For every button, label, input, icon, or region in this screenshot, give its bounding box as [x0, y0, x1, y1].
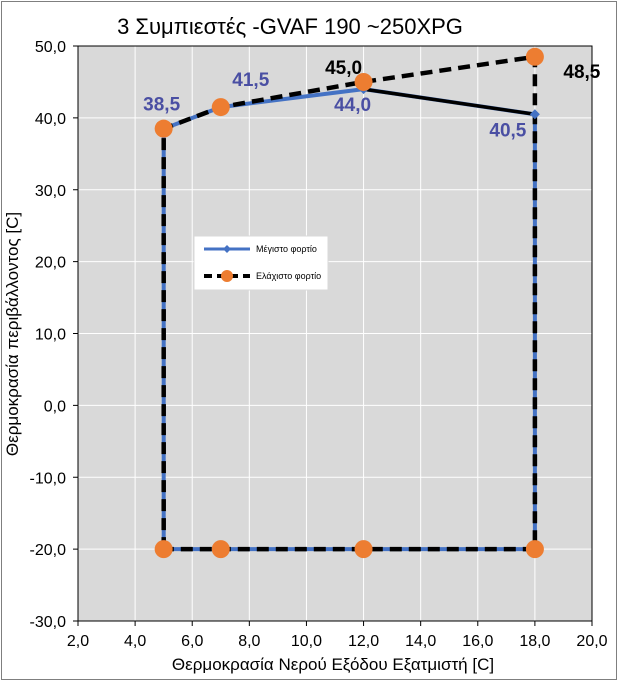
y-tick-label: 50,0 — [35, 39, 66, 56]
legend-label-max-load: Μέγιστο φορτίο — [256, 244, 317, 254]
legend-entry-min-load: Ελάχιστο φορτίο — [204, 270, 321, 282]
y-axis-label: Θερμοκρασία περιβάλλοντος [C] — [3, 212, 22, 456]
point-min-load — [354, 540, 373, 559]
data-label: 45,0 — [325, 58, 362, 79]
y-tick-label: -10,0 — [30, 470, 67, 487]
point-min-load — [211, 540, 230, 559]
point-min-load — [525, 540, 544, 559]
y-tick-labels: -30,0 -20,0 -10,0 0,0 10,0 20,0 30,0 40,0 50,0 — [30, 39, 67, 631]
data-label: 38,5 — [143, 95, 180, 116]
y-tick-label: 10,0 — [35, 327, 66, 344]
circle-marker-icon — [221, 270, 233, 282]
legend-label-min-load: Ελάχιστο φορτίο — [256, 271, 321, 281]
axes — [77, 45, 593, 622]
point-min-load — [154, 540, 173, 559]
point-min-load — [154, 119, 173, 138]
data-label: 41,5 — [232, 70, 269, 91]
y-tick-label: 40,0 — [35, 111, 66, 128]
data-label: 44,0 — [334, 95, 371, 116]
y-tick-label: 0,0 — [44, 398, 66, 415]
x-tick-label: 2,0 — [67, 633, 89, 650]
x-tick-label: 16,0 — [462, 633, 493, 650]
x-tick-label: 8,0 — [238, 633, 260, 650]
point-min-load — [354, 72, 373, 91]
data-label: 40,5 — [489, 120, 526, 141]
x-tick-label: 6,0 — [181, 633, 203, 650]
x-tick-label: 20,0 — [576, 633, 607, 650]
x-tick-label: 14,0 — [405, 633, 436, 650]
data-labels: 38,5 41,5 44,0 40,5 45,0 48,5 — [143, 58, 601, 141]
series-layer — [154, 47, 544, 559]
plot-border — [77, 45, 593, 622]
point-min-load — [525, 47, 544, 66]
x-tick-label: 18,0 — [519, 633, 550, 650]
x-tick-labels: 2,0 4,0 6,0 8,0 10,0 12,0 14,0 16,0 18,0 20,0 — [67, 633, 608, 650]
y-tick-label: 20,0 — [35, 255, 66, 272]
y-tick-label: -30,0 — [30, 614, 67, 631]
x-tick-label: 4,0 — [124, 633, 146, 650]
x-tick-label: 10,0 — [291, 633, 322, 650]
data-label: 48,5 — [563, 62, 600, 83]
legend: Μέγιστο φορτίο Ελάχιστο φορτίο — [193, 235, 329, 291]
x-axis-label: Θερμοκρασία Νερού Εξόδου Εξατμιστή [C] — [172, 655, 494, 674]
chart-title: 3 Συμπιεστές -GVAF 190 ~250XPG — [117, 14, 463, 39]
point-max-load — [529, 109, 540, 120]
legend-box — [193, 235, 329, 291]
x-tick-label: 12,0 — [348, 633, 379, 650]
diamond-marker-icon — [223, 245, 231, 253]
legend-entry-max-load: Μέγιστο φορτίο — [204, 244, 317, 254]
series-line-max-load-upper — [363, 87, 536, 117]
y-tick-label: -20,0 — [30, 542, 67, 559]
y-tick-label: 30,0 — [35, 183, 66, 200]
point-min-load — [211, 98, 230, 117]
